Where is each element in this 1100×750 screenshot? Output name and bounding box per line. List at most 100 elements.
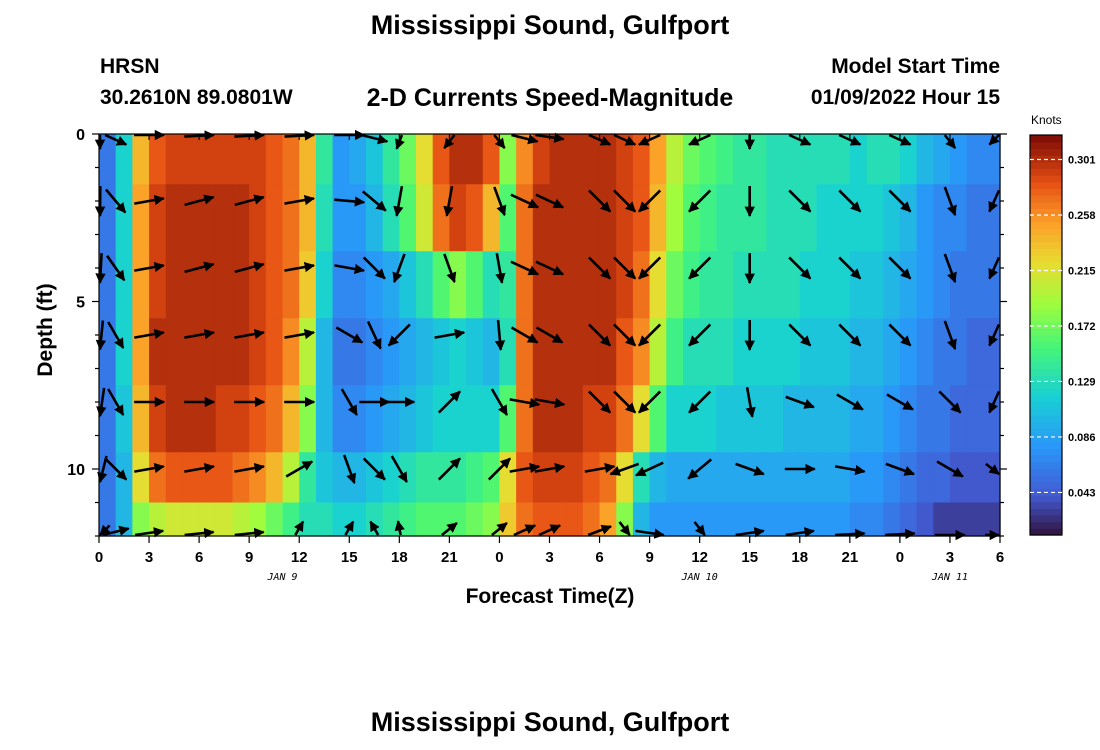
current-vector-arrow [638, 323, 662, 347]
current-vector-arrow [362, 256, 386, 280]
heatmap-cell [949, 184, 968, 252]
heatmap-cell [382, 184, 400, 252]
current-vector-arrow [735, 527, 765, 538]
colorbar: 0.301 0.258 0.215 0.172 0.129 0.086 0.043 [1029, 134, 1096, 536]
current-vector-arrow [99, 524, 111, 536]
heatmap-cell [299, 502, 317, 537]
heatmap-cell [149, 184, 167, 252]
colorbar-swatch [1030, 275, 1062, 283]
heatmap-cell [716, 385, 734, 453]
x-tick-label: 6 [195, 549, 203, 566]
heatmap-cell [966, 385, 984, 453]
current-vector-arrow [788, 323, 812, 347]
current-vector-arrow [587, 189, 612, 213]
heatmap-cell [349, 452, 367, 504]
current-vector-arrow [509, 462, 541, 474]
current-vector-arrow [234, 527, 265, 539]
current-vector-arrow [538, 524, 562, 537]
heatmap-cell [182, 452, 200, 504]
current-vector-arrow [609, 462, 640, 476]
heatmap-cell [783, 452, 801, 504]
current-vector-arrow [285, 460, 314, 478]
heatmap-cell [215, 134, 234, 185]
current-vector-arrow [104, 133, 128, 146]
heatmap-cell [432, 134, 450, 185]
heatmap-cell [265, 134, 284, 185]
heatmap-cell [249, 134, 267, 185]
heatmap-cell [482, 502, 501, 537]
heatmap-cell [165, 251, 184, 319]
heatmap-cell [382, 318, 400, 386]
heatmap-cell [199, 134, 217, 185]
colorbar-swatch [1030, 355, 1062, 363]
heatmap-cell [365, 184, 384, 252]
heatmap-cell [799, 134, 818, 185]
heatmap-cell [165, 502, 184, 537]
heatmap-cell [149, 251, 167, 319]
heatmap-cell [349, 184, 367, 252]
heatmap-cell [399, 452, 417, 504]
current-vector-arrow [434, 328, 466, 340]
heatmap-cell [232, 385, 250, 453]
heatmap-cell [949, 385, 968, 453]
heatmap-cell [315, 318, 334, 386]
colorbar-swatch [1030, 461, 1062, 469]
heatmap-cell [733, 502, 751, 537]
heatmap-cell [766, 134, 784, 185]
colorbar-swatch [1030, 148, 1062, 156]
colorbar-swatch [1030, 235, 1062, 243]
heatmap-cell [616, 184, 634, 252]
current-vector-arrow [613, 323, 637, 347]
heatmap-cell [783, 251, 801, 319]
heatmap-cell [599, 452, 617, 504]
heatmap-cell [783, 502, 801, 537]
heatmap-cell [699, 385, 717, 453]
heatmap-cell [99, 184, 117, 252]
heatmap-cell [933, 385, 951, 453]
product-title: 2-D Currents Speed-Magnitude [366, 84, 734, 112]
heatmap-cell [532, 251, 551, 319]
heatmap-cell [666, 502, 684, 537]
colorbar-unit-label: Knots [1031, 113, 1062, 127]
heatmap-cell [749, 251, 768, 319]
heatmap-cell [499, 184, 517, 252]
colorbar-swatch [1030, 348, 1062, 356]
heatmap-cell [416, 184, 434, 252]
heatmap-cell [416, 452, 434, 504]
heatmap-cell [616, 452, 634, 504]
heatmap-cell [666, 318, 684, 386]
heatmap-cell [449, 134, 467, 185]
heatmap-cell [632, 318, 651, 386]
heatmap-cell [282, 134, 300, 185]
current-vector-arrow [745, 386, 756, 418]
heatmap-cell [365, 502, 384, 537]
heatmap-cell [332, 251, 350, 319]
heatmap-cell [582, 134, 601, 185]
current-vector-arrow [102, 525, 130, 537]
heatmap-cell [365, 318, 384, 386]
current-vector-arrow [936, 460, 964, 478]
current-vector-arrow [487, 457, 512, 481]
colorbar-frame [1029, 134, 1063, 536]
current-vector-arrow [360, 133, 389, 145]
heatmap-cell [399, 385, 417, 453]
heatmap-cell [766, 251, 784, 319]
heatmap-cell [599, 318, 617, 386]
heatmap-cell [249, 385, 267, 453]
heatmap-cell [816, 452, 834, 504]
heatmap-cell [549, 502, 567, 537]
heatmap-cell [532, 502, 551, 537]
colorbar-tick-label: 0.258 [1068, 210, 1096, 222]
heatmap-cell [716, 184, 734, 252]
heatmap-cell [199, 184, 217, 252]
x-tick-label: 15 [741, 549, 758, 566]
heatmap-cell [466, 385, 484, 453]
heatmap-cell [99, 251, 117, 319]
current-vector-arrow [785, 527, 815, 538]
current-vector-arrow [587, 323, 612, 347]
current-vector-arrow [107, 388, 125, 416]
chart-title: Mississippi Sound, Gulfport [370, 10, 730, 40]
x-tick-label: 3 [545, 549, 553, 566]
heatmap-cell [833, 318, 851, 386]
heatmap-cell [499, 502, 517, 537]
